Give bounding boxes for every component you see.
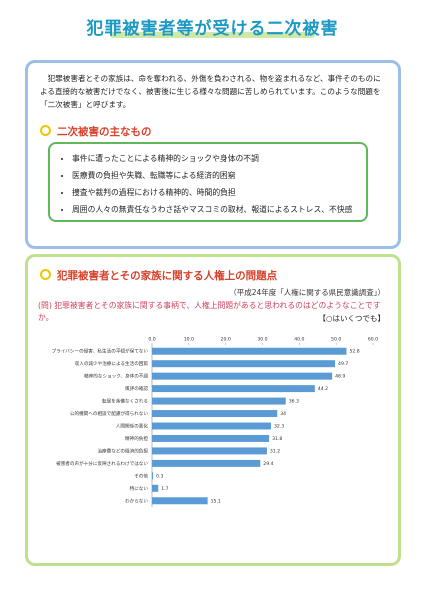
value-label: 36.3 — [289, 399, 299, 405]
bar — [152, 497, 208, 505]
bar — [152, 459, 261, 467]
list-item: 周囲の人々の無責任なうわさ話やマスコミの取材、報道によるストレス、不快感 — [72, 201, 366, 218]
x-tick-label: 10.0 — [184, 337, 194, 343]
value-label: 44.2 — [318, 386, 328, 392]
question: (問) 犯罪被害者とその家族に関する事柄で、人権上問題があると思われるのはどのよ… — [38, 301, 381, 322]
bar — [152, 397, 286, 405]
x-tick-label: 50.0 — [331, 337, 341, 343]
intro-box — [25, 60, 401, 249]
value-label: 31.8 — [272, 436, 282, 442]
y-tick-label: 収入の減少や治療による生活の困窮 — [75, 360, 149, 367]
bar — [152, 484, 159, 492]
y-tick-label: 特にない — [130, 485, 149, 492]
y-tick-label: 公的機関への相談で配慮が得られない — [70, 410, 149, 417]
value-label: 1.7 — [161, 486, 168, 492]
section-heading: 二次被害の主なもの — [40, 124, 152, 139]
value-label: 48.9 — [335, 374, 345, 380]
bar — [152, 410, 278, 418]
bar — [152, 372, 333, 380]
x-tick-label: 60.0 — [368, 337, 378, 343]
y-tick-label: 転居を余儀なくされる — [102, 398, 148, 405]
note: 【○はいくつでも】 — [318, 314, 385, 323]
heading-text: 犯罪被害者とその家族に関する人権上の問題点 — [57, 270, 278, 282]
title-underline — [110, 32, 315, 38]
value-label: 52.8 — [349, 349, 359, 355]
list-item: 医療費の負担や失職、転職等による経済的困窮 — [72, 167, 366, 184]
value-label: 0.3 — [156, 473, 163, 479]
value-label: 49.7 — [338, 361, 348, 367]
bar — [152, 447, 267, 455]
y-tick-label: 精神的なショック、身体の不調 — [84, 373, 148, 380]
value-label: 32.3 — [274, 424, 284, 430]
bar — [152, 385, 315, 393]
value-label: 31.2 — [270, 448, 280, 454]
list-item: 捜査や裁判の過程における精神的、時間的負担 — [72, 184, 366, 201]
bar — [152, 347, 347, 355]
x-tick-label: 0.0 — [148, 337, 155, 343]
bar — [152, 360, 336, 368]
y-tick-label: わからない — [125, 497, 148, 504]
y-tick-label: 精神的負担 — [125, 435, 148, 442]
x-tick-label: 20.0 — [221, 337, 231, 343]
section-heading: 犯罪被害者とその家族に関する人権上の問題点 — [40, 268, 277, 283]
x-tick-label: 30.0 — [257, 337, 267, 343]
y-tick-label: 治療費などの経済的負担 — [97, 447, 148, 454]
bar — [152, 472, 154, 480]
value-label: 15.1 — [211, 498, 221, 504]
heading-text: 二次被害の主なもの — [57, 126, 152, 138]
chart-box — [25, 254, 401, 566]
x-tick-label: 40.0 — [294, 337, 304, 343]
source: （平成24年度「人権に関する県民意識調査」） — [229, 288, 385, 297]
list-item: 事件に遭ったことによる精神的ショックや身体の不調 — [72, 150, 366, 167]
bar — [152, 434, 270, 442]
page-title: 犯罪被害者等が受ける二次被害 — [86, 19, 339, 39]
value-label: 29.4 — [263, 461, 273, 467]
item-list: 事件に遭ったことによる精神的ショックや身体の不調医療費の負担や失職、転職等による… — [48, 142, 368, 222]
y-tick-label: 風評の確認 — [125, 385, 148, 392]
value-label: 34 — [280, 411, 286, 417]
y-tick-label: 被害者の声が十分に反映されるわけではない — [56, 460, 148, 467]
y-tick-label: 人間関係の悪化 — [116, 423, 149, 430]
y-tick-label: その他 — [134, 472, 148, 479]
bar — [152, 422, 271, 430]
intro-text: 犯罪被害者とその家族は、命を奪われる、外傷を負わされる、物を盗まれるなど、事件そ… — [40, 74, 381, 109]
y-tick-label: プライバシーの侵害、私生活の平穏が保てない — [52, 348, 149, 355]
